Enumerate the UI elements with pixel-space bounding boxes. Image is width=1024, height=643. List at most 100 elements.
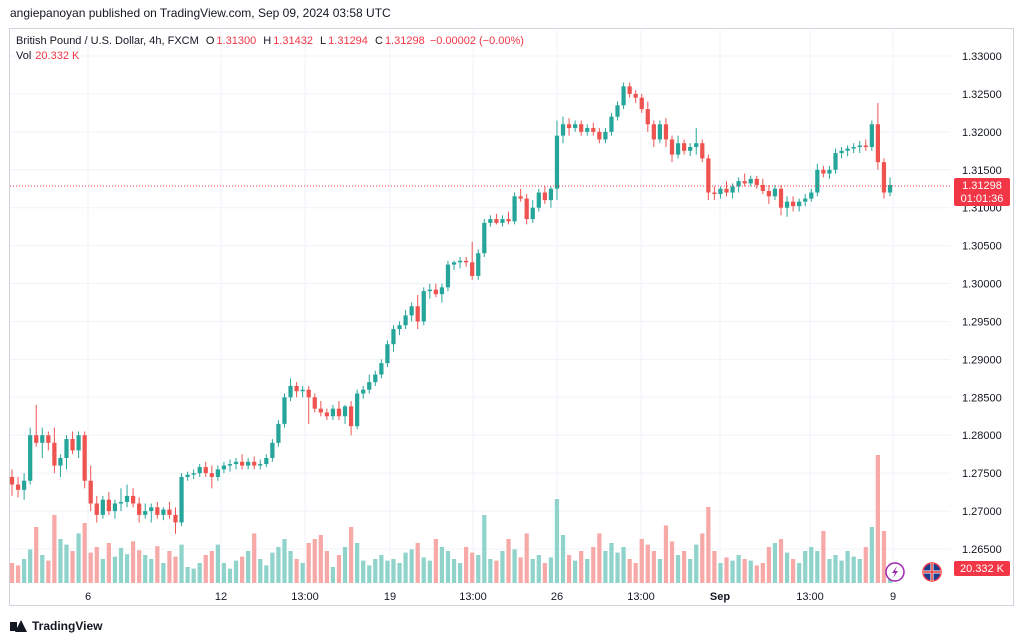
price-tick-label: 1.32500 <box>962 89 1002 101</box>
volume-bar <box>58 539 63 583</box>
candle-body <box>379 363 384 375</box>
candle-body <box>233 461 239 465</box>
volume-bar <box>300 563 305 583</box>
volume-bar <box>306 543 311 583</box>
candle-body <box>385 344 390 364</box>
volume-bar <box>9 563 15 583</box>
candle-body <box>754 178 759 185</box>
time-tick-label: 19 <box>384 591 396 603</box>
volume-bar <box>221 563 227 583</box>
volume-bar <box>415 543 420 583</box>
volume-bar <box>215 544 220 583</box>
volume-bar <box>379 555 384 583</box>
candle-body <box>694 143 699 148</box>
volume-bar <box>427 560 432 583</box>
candle-body <box>579 124 584 132</box>
open-value: 1.31300 <box>216 35 257 47</box>
candle-body <box>778 188 784 208</box>
candle-body <box>227 464 233 466</box>
candle-body <box>457 260 463 263</box>
candle-body <box>869 124 874 148</box>
volume-label: Vol <box>16 50 32 62</box>
price-tick-label: 1.33000 <box>962 51 1002 63</box>
volume-bar <box>445 551 451 583</box>
candle-body <box>421 291 426 322</box>
candle-body <box>21 480 27 490</box>
volume-bar <box>409 549 414 583</box>
candle-body <box>58 457 63 466</box>
uk-flag-icon[interactable] <box>922 562 942 582</box>
volume-bar <box>778 539 784 583</box>
volume-bar <box>282 539 287 583</box>
volume-bar <box>403 552 408 583</box>
volume-bar <box>143 555 148 583</box>
candle-body <box>288 385 293 398</box>
candle-body <box>294 385 299 392</box>
volume-bar <box>736 555 741 583</box>
candle-body <box>409 306 414 316</box>
candle-body <box>530 207 535 220</box>
candle-body <box>554 135 560 189</box>
candle-body <box>827 169 832 174</box>
volume-bar <box>881 531 887 583</box>
volume-bar <box>137 550 142 583</box>
high-label: H <box>263 35 272 47</box>
candle-body <box>633 93 638 98</box>
price-tick-label: 1.31500 <box>962 165 1002 177</box>
volume-bar <box>645 544 650 583</box>
candle-body <box>106 499 112 512</box>
volume-bar <box>348 527 354 583</box>
candle-body <box>276 423 281 443</box>
volume-bar <box>639 539 644 583</box>
candle-body <box>439 287 445 295</box>
candle-body <box>64 439 69 458</box>
volume-bar <box>621 547 626 583</box>
candle-body <box>464 260 469 263</box>
candle-body <box>330 408 336 417</box>
candle-body <box>112 503 118 512</box>
volume-bar <box>500 551 505 583</box>
volume-bar <box>124 554 130 583</box>
volume-bar <box>318 535 323 583</box>
candle-body <box>76 435 81 451</box>
volume-bar <box>809 547 814 583</box>
candle-body <box>627 86 632 94</box>
candle-body <box>46 435 51 443</box>
candle-body <box>760 184 765 192</box>
volume-bar <box>82 523 87 583</box>
volume-bar <box>391 559 396 583</box>
candle-body <box>470 262 475 276</box>
candle-body <box>809 192 814 199</box>
candle-body <box>518 196 523 199</box>
volume-bar <box>524 533 529 583</box>
candle-body <box>197 467 202 474</box>
candle-body <box>40 435 45 443</box>
volume-bar <box>633 563 638 583</box>
price-tick-label: 1.32000 <box>962 127 1002 139</box>
candle-body <box>191 473 196 475</box>
time-tick-label: 12 <box>215 591 227 603</box>
price-badge-value: 1.31298 <box>962 180 1002 192</box>
volume-bar <box>361 560 366 583</box>
price-badge-countdown: 01:01:36 <box>961 193 1004 205</box>
volume-bar <box>875 455 881 583</box>
volume-bar <box>615 552 620 583</box>
candle-body <box>675 143 681 155</box>
candle-body <box>803 198 808 202</box>
candle-body <box>742 181 747 184</box>
volume-bar <box>815 551 820 583</box>
lightning-icon[interactable] <box>885 562 905 582</box>
tradingview-footer[interactable]: TradingView <box>10 619 102 633</box>
candle-body <box>790 201 796 207</box>
candle-body <box>597 131 602 140</box>
volume-bar <box>288 551 293 583</box>
volume-bar <box>651 551 656 583</box>
candle-body <box>833 153 838 170</box>
volume-bar <box>367 565 372 583</box>
price-tick-label: 1.30500 <box>962 241 1002 253</box>
candle-body <box>52 442 57 466</box>
candle-body <box>651 124 656 140</box>
volume-bar <box>790 559 796 583</box>
volume-bar <box>609 543 614 583</box>
